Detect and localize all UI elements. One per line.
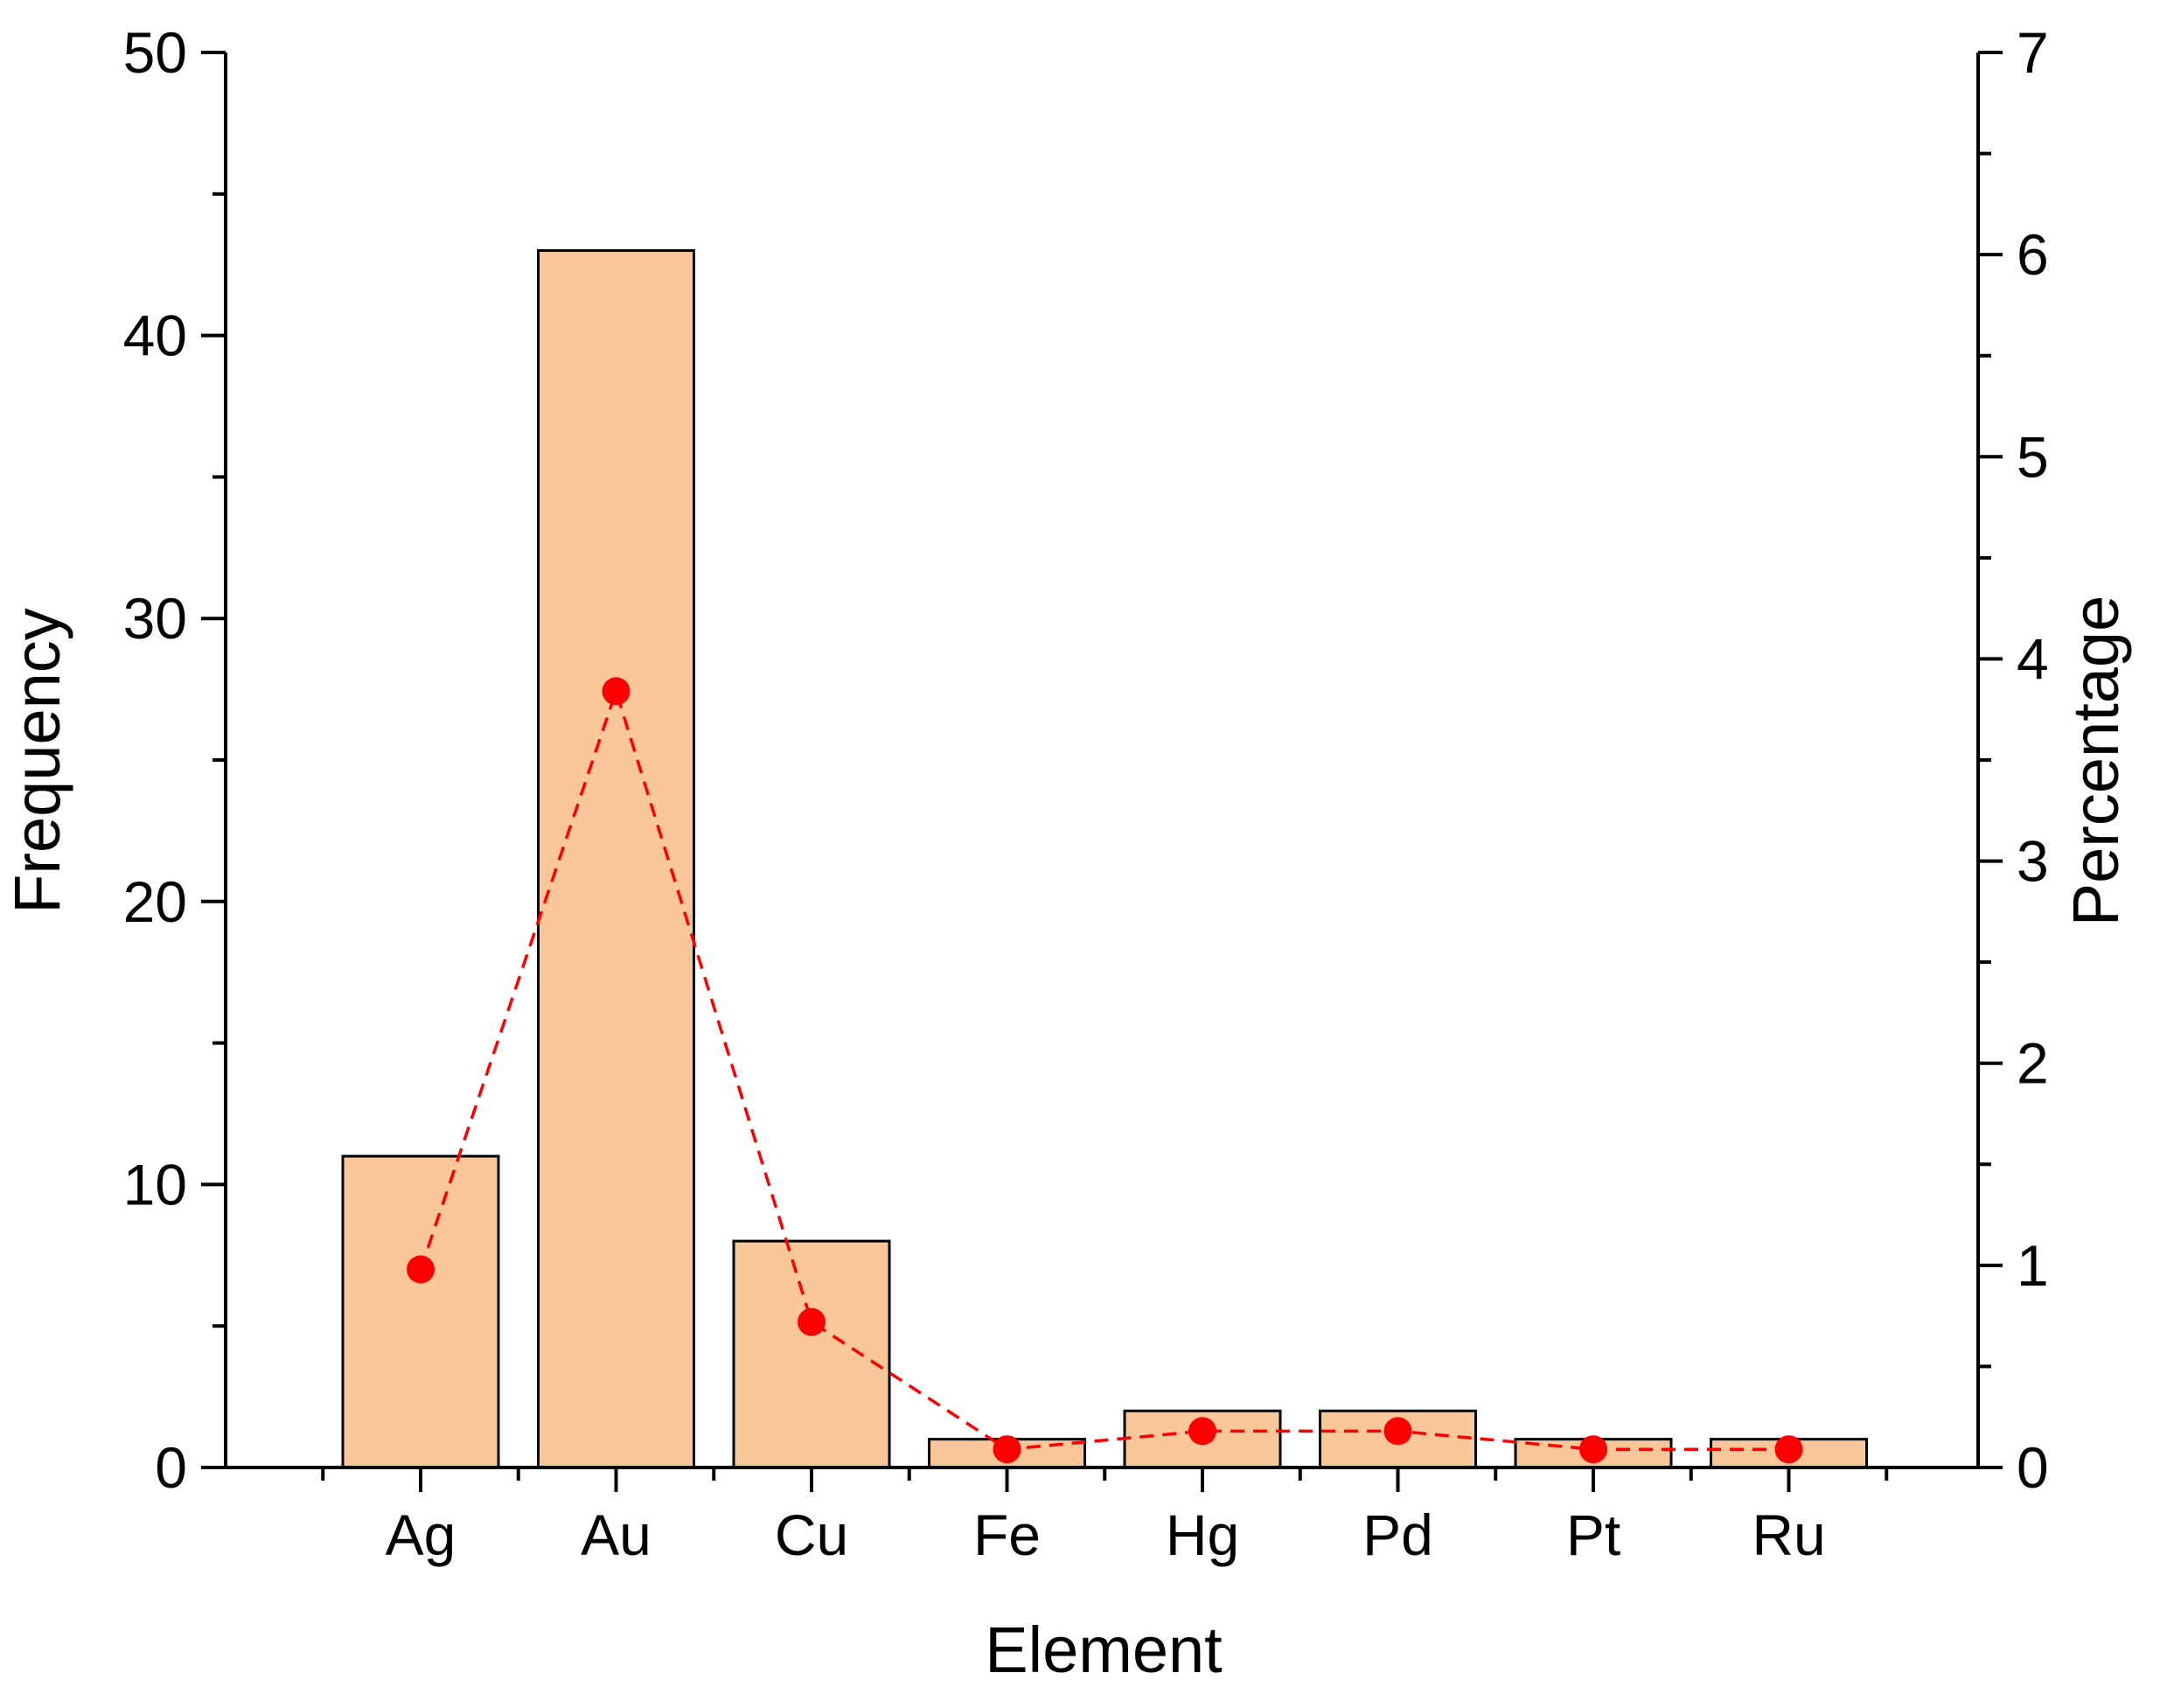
left-tick-label: 20 [123, 869, 187, 934]
bar-series [341, 249, 1868, 1469]
left-tick-label: 10 [123, 1152, 187, 1217]
bar-Au [537, 249, 695, 1469]
right-tick-label: 0 [2017, 1435, 2049, 1500]
x-tick-label-Cu: Cu [775, 1502, 848, 1567]
axes [224, 52, 1980, 1469]
right-tick-label: 4 [2017, 626, 2049, 691]
right-tick-label: 5 [2017, 424, 2049, 489]
x-tick-label-Au: Au [581, 1502, 651, 1567]
right-tick-label: 6 [2017, 222, 2049, 287]
right-tick-label: 7 [2017, 20, 2049, 85]
x-axis-ticks: Ag Au Cu Fe Hg Pd Pt Ru [321, 1467, 1889, 1567]
bar-Ag [341, 1154, 500, 1469]
left-tick-label: 50 [123, 20, 187, 85]
right-axis-ticks: 0 1 2 3 4 5 6 7 [1978, 20, 2049, 1500]
percentage-point-Cu [798, 1307, 826, 1336]
x-axis-title: Element [985, 1614, 1223, 1686]
percentage-point-Hg [1188, 1417, 1216, 1446]
y2-axis-title: Percentage [2059, 596, 2132, 927]
percentage-point-Ag [407, 1255, 435, 1284]
bar-Cu [732, 1239, 891, 1469]
x-tick-label-Fe: Fe [973, 1502, 1041, 1567]
x-tick-label-Ru: Ru [1752, 1502, 1825, 1567]
percentage-point-Fe [993, 1435, 1021, 1464]
right-tick-label: 1 [2017, 1233, 2049, 1298]
left-tick-label: 30 [123, 586, 187, 651]
percentage-line [419, 686, 1789, 1451]
y-axis-title: Frequency [1, 608, 73, 914]
left-tick-label: 40 [123, 303, 187, 368]
x-tick-label-Ag: Ag [386, 1502, 456, 1567]
left-tick-label: 0 [155, 1435, 187, 1500]
x-tick-label-Pd: Pd [1362, 1502, 1433, 1567]
x-tick-label-Pt: Pt [1566, 1502, 1620, 1567]
x-tick-label-Hg: Hg [1166, 1502, 1239, 1567]
percentage-point-Ru [1774, 1435, 1803, 1464]
percentage-point-Au [602, 677, 631, 706]
right-tick-label: 3 [2017, 829, 2049, 894]
left-axis-ticks: 0 10 20 30 40 50 [123, 20, 226, 1500]
percentage-point-Pd [1383, 1417, 1412, 1446]
percentage-point-Pt [1579, 1435, 1607, 1464]
right-tick-label: 2 [2017, 1031, 2049, 1096]
percentage-line-series [407, 677, 1803, 1464]
